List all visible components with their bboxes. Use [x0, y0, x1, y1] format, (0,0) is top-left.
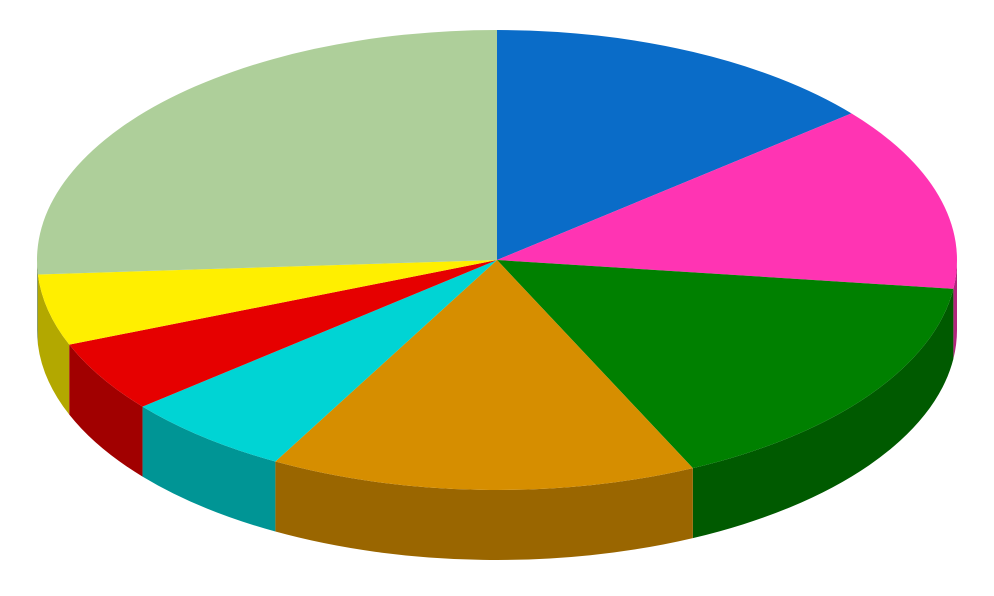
pie-slice-top	[37, 30, 497, 274]
pie-chart-3d	[0, 0, 994, 596]
